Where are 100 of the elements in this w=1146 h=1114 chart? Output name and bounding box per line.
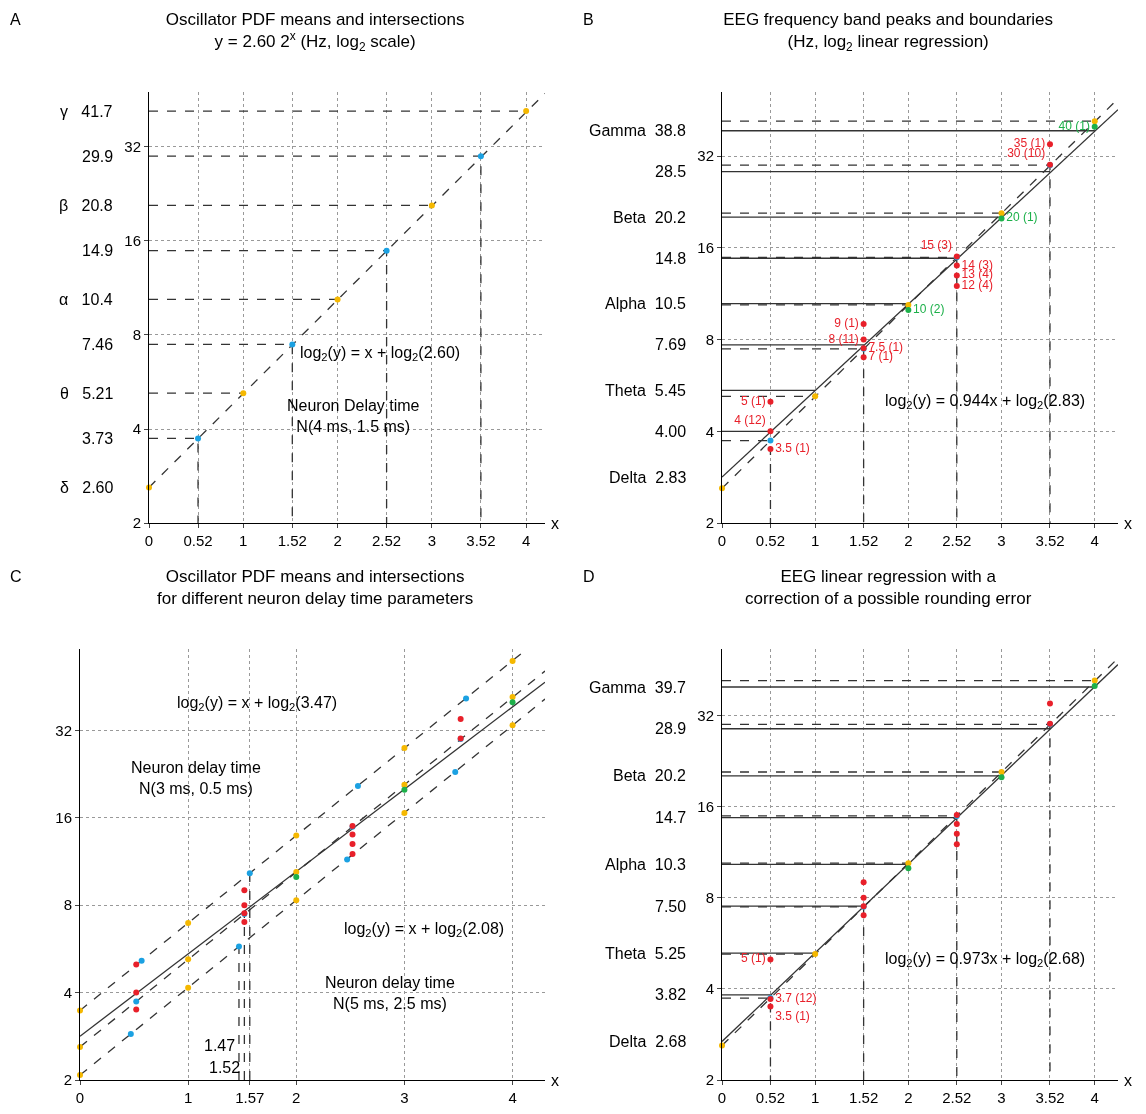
x-tick-label: 1.52 [849,1089,879,1106]
x-tick-label: 4 [1090,1089,1099,1106]
y-tick-label: 4 [132,420,141,438]
y-tick-label: 32 [697,147,714,165]
x-tick-label: 3 [400,1089,409,1106]
y-tick-label: 8 [705,330,714,348]
chart-title: EEG linear regression with a [780,567,997,587]
chart-subtitle: for different neuron delay time parameters [157,589,474,609]
x-tick-label: 2 [904,1089,913,1106]
annotation: Theta 5.45 [605,382,687,399]
x-tick-label: 0 [717,1089,727,1106]
x-tick-label: 1 [811,1089,820,1106]
x-axis-title: x [551,515,559,532]
annotation: 29.9 [82,148,114,165]
x-tick-label: 3.52 [1035,532,1065,549]
x-axis-title: x [1124,1072,1132,1089]
data-label: 4 (12) [734,412,766,427]
x-tick-label: 2 [292,1089,301,1106]
annotation: 14.9 [82,242,114,259]
annotation: Neuron delay time N(3 ms, 0.5 ms) [131,759,261,797]
x-tick-label: 4 [508,1089,517,1106]
annotation: Gamma 39.7 [589,679,687,696]
annotation: Delta 2.83 [609,469,687,486]
annotation: 1.47 [204,1037,236,1054]
x-axis-title: x [551,1072,559,1089]
x-tick-label: 2.52 [942,532,972,549]
x-tick-label: 2.52 [942,1089,972,1106]
annotation: 28.5 [655,163,687,180]
x-tick-label: 0.52 [755,532,786,549]
x-tick-label: 1 [811,532,820,549]
annotation: 7.46 [82,336,114,353]
text: C [10,568,22,585]
y-tick-label: 8 [63,896,72,914]
x-tick-label: 1.52 [277,532,307,549]
x-tick-label: 1.57 [235,1089,265,1106]
annotation: Beta 20.2 [613,209,687,226]
annotation: log$_{2}$(y) = x + log$_{2}$(2.60) [300,344,461,364]
data-label: 3.5 (1) [775,1009,810,1024]
x-tick-label: 2 [333,532,342,549]
y-tick-label: 16 [697,239,714,257]
annotation: log$_{2}$(y) = x + log$_{2}$(3.47) [177,694,338,714]
annotation: 1.52 [209,1059,241,1076]
data-label: 5 (1) [741,393,766,408]
annotation: Alpha 10.3 [605,856,687,873]
x-tick-label: 3.52 [466,532,496,549]
chart-subtitle: y = 2.60 2$^{x}$ (Hz, log$_{2}$ scale) [214,29,416,54]
annotation: log$_{2}$(y) = 0.973x + log$_{2}$(2.68) [885,950,1086,970]
data-label: 3.5 (1) [775,440,810,455]
data-label: 3.7 (12) [775,991,817,1006]
chart-title: Oscillator PDF means and intersections [165,567,465,587]
y-tick-label: 8 [705,888,714,906]
y-tick-label: 32 [697,706,714,724]
annotation: 4.00 [655,423,687,440]
annotation: δ 2.60 [60,479,114,496]
data-label: 40 (1) [1058,118,1090,133]
y-tick-label: 4 [705,422,714,440]
x-tick-label: 0 [75,1089,85,1106]
y-tick-label: 8 [132,326,141,344]
chart-subtitle: correction of a possible rounding error [744,589,1032,609]
x-axis-title: x [1124,515,1132,532]
text: A [10,11,21,28]
x-tick-label: 0 [717,532,727,549]
text: D [583,568,595,585]
y-tick-label: 2 [705,514,714,532]
x-tick-label: 0.52 [755,1089,786,1106]
annotation: 14.7 [655,809,687,826]
y-tick-label: 2 [132,514,141,532]
annotation: log$_{2}$(y) = x + log$_{2}$(2.08) [344,920,505,940]
annotation: Theta 5.25 [605,945,687,962]
x-tick-label: 3 [997,532,1006,549]
x-tick-label: 1 [183,1089,193,1106]
annotation: log$_{2}$(y) = 0.944x + log$_{2}$(2.83) [885,392,1086,412]
annotation: α 10.4 [59,291,113,308]
x-tick-label: 3.52 [1035,1089,1065,1106]
chart-title: Oscillator PDF means and intersections [165,10,465,30]
data-label: 15 (3) [920,237,953,252]
x-tick-label: 3 [997,1089,1006,1106]
annotation: Neuron Delay time N(4 ms, 1.5 ms) [287,397,420,435]
data-label: 9 (1) [834,316,859,331]
y-tick-label: 4 [63,983,72,1001]
x-tick-label: 2.52 [372,532,402,549]
x-tick-label: 0 [144,532,154,549]
y-tick-label: 2 [705,1071,714,1089]
annotation: γ 41.7 [60,103,113,120]
annotation: 3.82 [655,986,687,1003]
annotation: Alpha 10.5 [605,295,687,312]
y-tick-label: 16 [124,232,141,250]
y-tick-label: 2 [63,1071,72,1089]
x-tick-label: 4 [1090,532,1099,549]
x-tick-label: 1 [239,532,248,549]
data-label: 5 (1) [741,951,766,966]
y-tick-label: 16 [697,797,714,815]
y-tick-label: 32 [124,138,141,156]
y-tick-label: 32 [55,721,72,739]
x-tick-label: 1.52 [849,532,879,549]
data-label: 8 (11) [828,331,859,346]
annotation: 7.50 [655,898,687,915]
x-tick-label: 0.52 [183,532,213,549]
data-label: 10 (2) [913,302,945,317]
annotation: Delta 2.68 [609,1033,687,1050]
